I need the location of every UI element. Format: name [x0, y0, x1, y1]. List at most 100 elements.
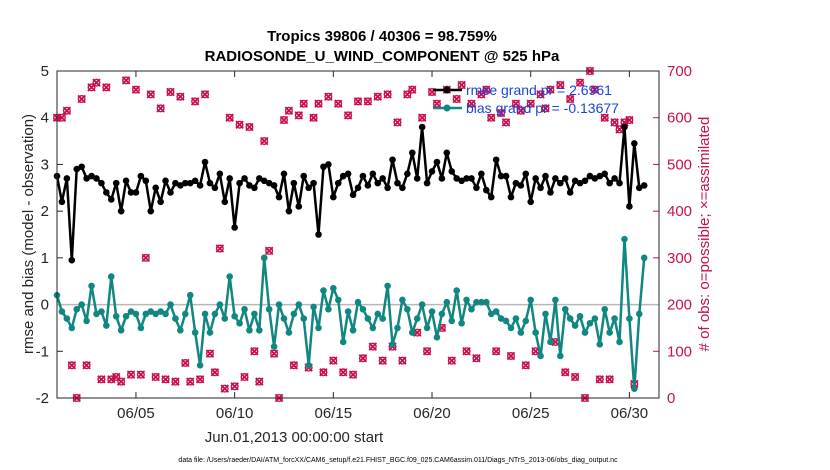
- rmse-point: [290, 179, 298, 187]
- bias-point: [127, 308, 135, 315]
- bias-point: [468, 305, 475, 313]
- obs-count-marker: [102, 83, 111, 92]
- rmse-point: [93, 175, 100, 182]
- rmse-point: [122, 177, 130, 185]
- rmse-point: [256, 175, 263, 182]
- bias-point: [478, 298, 485, 306]
- obs-count-marker: [299, 99, 308, 108]
- obs-count-marker: [235, 120, 244, 129]
- bias-point: [458, 319, 465, 327]
- obs-count-marker: [565, 94, 575, 104]
- rmse-point: [285, 207, 293, 215]
- bias-point: [374, 310, 382, 318]
- bias-point: [626, 315, 633, 322]
- data-file-footer: data file: /Users/raeder/DAI/ATM_forcXX/…: [178, 457, 618, 464]
- obs-count-marker: [398, 356, 407, 365]
- x-tick-label: 06/05: [117, 405, 155, 422]
- obs-count-marker: [417, 113, 427, 122]
- bias-point: [167, 301, 174, 308]
- obs-count-marker: [462, 347, 471, 356]
- rmse-point: [260, 177, 268, 185]
- rmse-point: [399, 184, 406, 192]
- obs-count-marker: [220, 384, 230, 393]
- obs-count-marker: [546, 85, 555, 94]
- bias-point: [265, 305, 273, 313]
- rmse-point: [320, 163, 327, 171]
- rmse-point: [275, 193, 283, 201]
- rmse-point: [532, 175, 539, 182]
- obs-count-marker: [57, 113, 67, 122]
- rmse-point: [522, 170, 530, 178]
- obs-count-marker: [250, 347, 259, 356]
- rmse-point: [635, 184, 643, 192]
- bias-point: [172, 315, 179, 322]
- bias-point: [492, 308, 500, 315]
- bias-point: [260, 254, 268, 262]
- obs-count-marker: [334, 99, 343, 108]
- bias-point: [186, 291, 194, 299]
- bias-point: [389, 340, 396, 348]
- obs-count-marker: [378, 356, 387, 365]
- obs-count-marker: [225, 113, 234, 122]
- rmse-point: [453, 175, 460, 182]
- rmse-point: [413, 175, 421, 182]
- rmse-point: [557, 179, 564, 187]
- obs-count-marker: [126, 370, 136, 379]
- bias-point: [557, 352, 564, 360]
- y-tick-label-right: 300: [667, 250, 692, 267]
- obs-count-marker: [176, 92, 185, 101]
- rmse-point: [571, 177, 579, 185]
- bias-point: [330, 284, 337, 292]
- rmse-point: [374, 179, 382, 187]
- bias-point: [73, 305, 81, 313]
- rmse-point: [576, 179, 584, 187]
- rmse-point: [211, 184, 219, 192]
- obs-count-marker: [181, 358, 190, 368]
- bias-point: [256, 326, 263, 334]
- obs-count-marker: [195, 375, 205, 384]
- bias-point: [147, 308, 155, 315]
- bias-point: [68, 324, 76, 332]
- bias-point: [196, 362, 204, 369]
- obs-count-marker: [491, 347, 501, 356]
- bias-point: [547, 338, 554, 346]
- obs-count-marker: [319, 368, 328, 377]
- bias-point: [191, 329, 199, 336]
- rmse-point: [265, 179, 273, 187]
- obs-count-marker: [373, 92, 382, 101]
- rmse-point: [112, 179, 120, 187]
- obs-count-marker: [338, 368, 348, 377]
- bias-point: [399, 296, 406, 304]
- bias-point: [640, 254, 648, 262]
- obs-count-marker: [309, 113, 318, 122]
- rmse-point: [631, 140, 638, 147]
- bias-point: [537, 352, 544, 360]
- rmse-point: [517, 182, 525, 189]
- rmse-point: [547, 189, 554, 196]
- rmse-point: [438, 175, 446, 182]
- obs-count-marker: [185, 377, 195, 386]
- bias-point: [571, 322, 579, 329]
- y-axis-label: rmse and bias (model - observation): [20, 114, 37, 354]
- bias-point: [487, 310, 495, 318]
- obs-count-marker: [230, 382, 239, 391]
- bias-point: [349, 326, 357, 334]
- bias-point: [631, 385, 638, 392]
- obs-count-marker: [131, 85, 141, 94]
- bias-point: [142, 310, 150, 318]
- bias-point: [83, 317, 90, 325]
- bias-point: [621, 235, 628, 243]
- rmse-point: [512, 179, 520, 187]
- rmse-point: [478, 170, 485, 178]
- chart-subtitle: RADIOSONDE_U_WIND_COMPONENT @ 525 hPa: [205, 48, 560, 65]
- bias-point: [408, 329, 416, 336]
- x-axis-label: Jun.01,2013 00:00:00 start: [205, 429, 384, 446]
- obs-count-marker: [625, 115, 634, 125]
- bias-point: [542, 310, 549, 318]
- bias-point: [473, 298, 480, 306]
- legend-rmse-marker: [443, 86, 451, 94]
- rmse-point: [507, 193, 515, 201]
- rmse-point: [73, 165, 81, 173]
- bias-point: [532, 329, 539, 336]
- rmse-point: [349, 191, 357, 199]
